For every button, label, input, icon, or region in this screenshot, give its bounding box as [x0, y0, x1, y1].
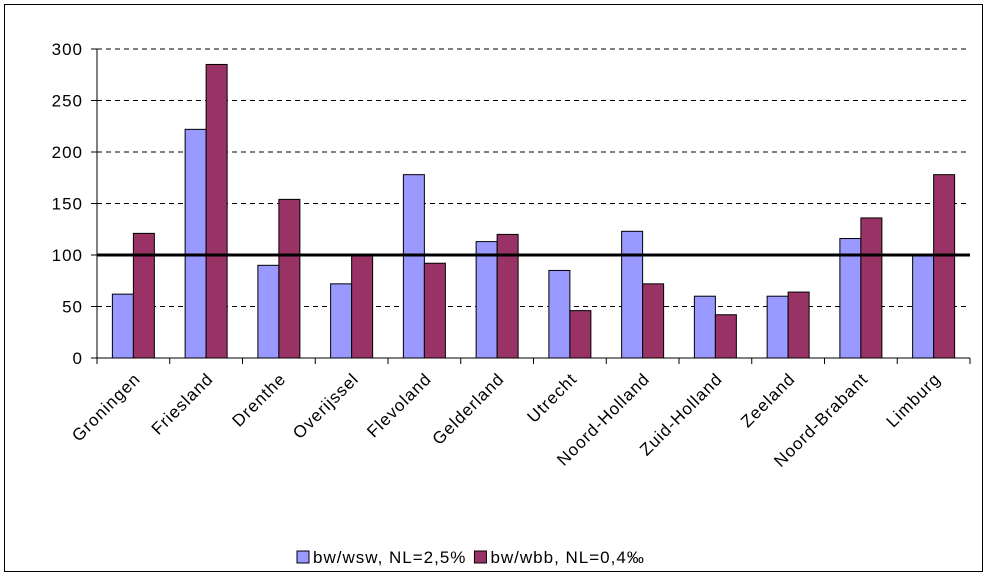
bar-gelderland-series-2 — [496, 233, 519, 359]
bar-utrecht-series-1 — [548, 269, 571, 359]
x-tick-label: Gelderland — [429, 369, 508, 448]
bar-limburg-series-2 — [933, 174, 956, 359]
legend-swatch — [473, 550, 487, 564]
y-tick-label: 50 — [62, 298, 83, 317]
legend-swatch — [296, 550, 310, 564]
x-tick-label: Overijssel — [289, 369, 362, 442]
gridlines — [97, 48, 970, 307]
bar-drenthe-series-2 — [278, 198, 301, 359]
bar-flevoland-series-2 — [423, 262, 446, 359]
y-tick-labels: 0 50 100 150 200 250 300 — [52, 40, 83, 368]
y-tick-label: 100 — [52, 246, 83, 265]
legend-label: bw/wbb, NL=0,4‰ — [490, 548, 644, 567]
x-tick-label: Limburg — [883, 369, 945, 431]
x-tick-labels: Groningen Friesland Drenthe Overijssel Flevo… — [68, 369, 944, 470]
bar-zuid-holland-series-1 — [693, 295, 716, 359]
bar-drenthe-series-1 — [257, 264, 280, 359]
bar-noord-brabant-series-2 — [860, 217, 883, 359]
y-tick-label: 300 — [52, 40, 83, 59]
bar-utrecht-series-2 — [569, 310, 592, 359]
bar-friesland-series-1 — [184, 128, 207, 359]
x-tick-label: Zeeland — [737, 369, 799, 431]
bar-gelderland-series-1 — [475, 241, 498, 359]
y-tick-label: 0 — [73, 349, 83, 368]
bars — [111, 63, 956, 359]
axes — [91, 48, 971, 364]
bar-groningen-series-1 — [111, 293, 134, 359]
bar-overijssel-series-2 — [351, 254, 374, 359]
legend: bw/wsw, NL=2,5% bw/wbb, NL=0,4‰ — [296, 548, 644, 567]
bar-limburg-series-1 — [912, 254, 935, 359]
x-tick-label: Utrecht — [524, 369, 581, 426]
x-tick-label: Groningen — [68, 369, 144, 445]
bar-noord-holland-series-1 — [621, 230, 644, 359]
bar-friesland-series-2 — [205, 63, 228, 359]
x-tick-label: Flevoland — [363, 369, 435, 441]
y-tick-label: 250 — [52, 92, 83, 111]
y-tick-label: 150 — [52, 195, 83, 214]
x-tick-label: Friesland — [148, 369, 217, 438]
x-tick-label: Drenthe — [229, 369, 290, 430]
bar-zeeland-series-1 — [766, 295, 789, 359]
bar-overijssel-series-1 — [330, 283, 353, 359]
bar-zeeland-series-2 — [787, 291, 810, 359]
bar-zuid-holland-series-2 — [714, 314, 737, 359]
legend-label: bw/wsw, NL=2,5% — [313, 548, 466, 567]
y-tick-label: 200 — [52, 143, 83, 162]
bar-groningen-series-2 — [132, 232, 155, 359]
bar-flevoland-series-1 — [402, 174, 425, 359]
bar-noord-holland-series-2 — [642, 283, 665, 359]
